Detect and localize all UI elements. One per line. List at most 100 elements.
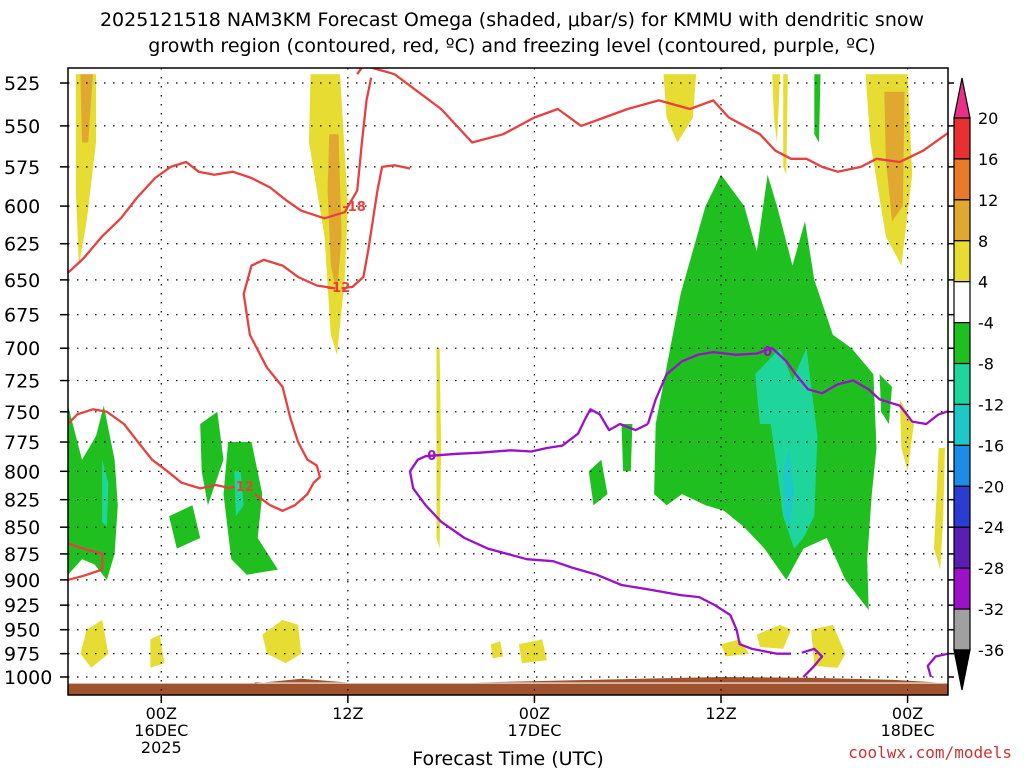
terrain-band xyxy=(68,683,948,695)
terrain xyxy=(68,677,948,695)
colorbar-cell-top xyxy=(953,77,971,119)
colorbar-cell-12 xyxy=(953,608,971,651)
x-tick-label-36-0: 12Z xyxy=(332,704,363,723)
colorbar-cell-bottom xyxy=(953,649,971,691)
colorbar-label-2: 12 xyxy=(978,191,998,210)
colorbar-cell-1 xyxy=(953,158,971,201)
colorbar: 20 16 12 8 4 -4 -8 -12 -16 -20 -24 -28 -32 -36 xyxy=(953,77,1004,691)
chart-title-line-1: 2025121518 NAM3KM Forecast Omega (shaded… xyxy=(100,9,924,31)
x-tick-label-24-1: 16DEC xyxy=(134,721,188,740)
y-tick-label-875: 875 xyxy=(4,544,40,566)
colorbar-label-3: 8 xyxy=(978,232,988,251)
contours: -18 -12 -12 0 0 xyxy=(68,68,948,678)
omega-shading xyxy=(68,74,945,668)
omega-region-14 xyxy=(68,405,118,580)
colorbar-label-9: -20 xyxy=(978,477,1004,496)
plot-area: -18 -12 -12 0 0 525 550 575 600 625 650 675 700 725 7… xyxy=(4,67,954,757)
contour-line-6 xyxy=(646,347,948,426)
omega-region-6 xyxy=(783,74,788,175)
omega-region-32 xyxy=(811,624,846,668)
contour-line-9 xyxy=(926,652,948,678)
y-tick-label-625: 625 xyxy=(4,234,40,256)
omega-region-0 xyxy=(75,74,96,266)
omega-region-26 xyxy=(150,634,165,668)
colorbar-cell-9 xyxy=(953,485,971,528)
colorbar-cell-6 xyxy=(953,362,971,406)
colorbar-cell-0 xyxy=(953,117,971,160)
y-tick-label-900: 900 xyxy=(4,570,40,592)
y-tick-label-975: 975 xyxy=(4,644,40,666)
y-tick-label-575: 575 xyxy=(4,157,40,179)
omega-region-4 xyxy=(772,74,781,143)
contour-label-2: -12 xyxy=(327,281,351,296)
x-axis-title: Forecast Time (UTC) xyxy=(412,748,603,768)
credit-text: coolwx.com/models xyxy=(848,743,1012,762)
colorbar-label-4: 4 xyxy=(978,273,988,292)
colorbar-label-11: -28 xyxy=(978,559,1004,578)
omega-region-17 xyxy=(169,505,201,549)
x-tick-label-24-2: 2025 xyxy=(141,738,182,757)
y-tick-label-950: 950 xyxy=(4,620,40,642)
x-tick-label-72-0: 00Z xyxy=(892,704,923,723)
omega-region-31 xyxy=(756,624,791,649)
x-tick-label-48-1: 17DEC xyxy=(507,721,561,740)
colorbar-cell-2 xyxy=(953,199,971,242)
contour-line-7 xyxy=(408,408,791,655)
contour-line-4 xyxy=(68,408,232,490)
contour-line-0 xyxy=(356,68,948,173)
contour-label-6: 0 xyxy=(763,345,772,360)
x-tick-label-72-1: 18DEC xyxy=(881,721,935,740)
grid xyxy=(68,68,948,695)
y-tick-label-525: 525 xyxy=(4,73,40,95)
colorbar-label-6: -8 xyxy=(978,355,994,374)
colorbar-label-8: -16 xyxy=(978,436,1004,455)
contour-line-2 xyxy=(341,164,411,290)
y-tick-label-825: 825 xyxy=(4,490,40,512)
y-tick-label-700: 700 xyxy=(4,338,40,360)
colorbar-label-5: -4 xyxy=(978,314,994,333)
colorbar-cell-8 xyxy=(953,444,971,487)
colorbar-label-7: -12 xyxy=(978,395,1004,414)
omega-region-20 xyxy=(588,459,608,506)
colorbar-label-10: -24 xyxy=(978,518,1004,537)
omega-region-15 xyxy=(102,459,109,528)
omega-region-21 xyxy=(621,424,633,472)
colorbar-cell-10 xyxy=(953,526,971,569)
omega-region-23 xyxy=(899,399,914,472)
colorbar-label-12: -32 xyxy=(978,600,1004,619)
omega-region-16 xyxy=(200,411,224,506)
colorbar-label-13: -36 xyxy=(978,641,1004,660)
omega-region-30 xyxy=(721,639,749,657)
contour-line-5 xyxy=(68,542,104,582)
x-tick-label-60-0: 12Z xyxy=(705,704,736,723)
omega-region-10 xyxy=(755,348,818,549)
omega-region-1 xyxy=(80,74,93,143)
omega-region-29 xyxy=(518,639,547,664)
omega-region-27 xyxy=(262,620,302,664)
colorbar-cell-4 xyxy=(953,281,971,324)
y-tick-label-675: 675 xyxy=(4,305,40,327)
colorbar-label-0: 20 xyxy=(978,109,998,128)
y-tick-label-750: 750 xyxy=(4,402,40,424)
colorbar-cell-5 xyxy=(953,322,971,365)
colorbar-cell-7 xyxy=(953,403,971,446)
chart-title-line-2: growth region (contoured, red, ºC) and f… xyxy=(148,35,875,57)
y-tick-label-775: 775 xyxy=(4,432,40,454)
y-tick-label-1000: 1000 xyxy=(4,667,52,689)
x-tick-label-48-0: 00Z xyxy=(519,704,550,723)
y-tick-label-600: 600 xyxy=(4,196,40,218)
y-axis: 525 550 575 600 625 650 675 700 725 750 775 800 825 8… xyxy=(4,73,954,689)
omega-region-25 xyxy=(80,620,109,668)
y-tick-label-550: 550 xyxy=(4,116,40,138)
contour-line-8 xyxy=(801,647,824,678)
contour-line-1 xyxy=(68,77,373,274)
omega-region-24 xyxy=(934,448,945,570)
omega-region-19 xyxy=(234,471,244,517)
colorbar-cell-3 xyxy=(953,240,971,283)
contour-label-4: -12 xyxy=(230,480,254,495)
y-tick-label-650: 650 xyxy=(4,270,40,292)
contour-label-0: -18 xyxy=(342,200,366,215)
omega-region-11 xyxy=(783,448,795,528)
